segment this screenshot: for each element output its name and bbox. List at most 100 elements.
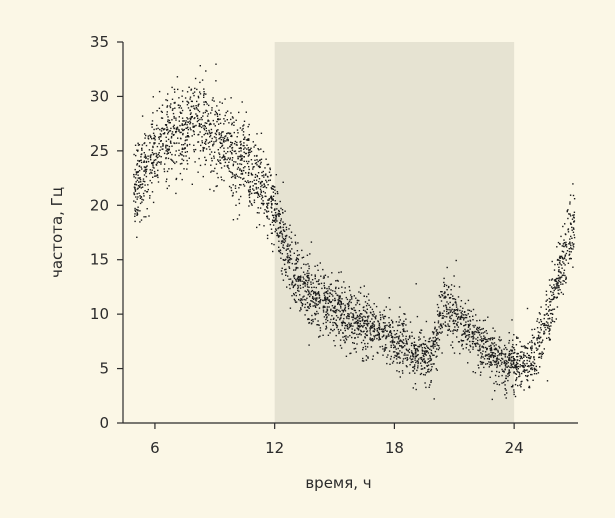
data-point xyxy=(319,327,322,329)
data-point xyxy=(257,160,259,163)
data-point xyxy=(145,157,147,159)
data-point xyxy=(202,147,205,150)
data-point xyxy=(372,355,374,357)
data-point xyxy=(248,181,250,184)
data-point xyxy=(152,176,154,178)
data-point xyxy=(528,360,531,362)
data-point xyxy=(225,135,227,137)
data-point xyxy=(240,147,242,149)
data-point xyxy=(249,151,251,154)
data-point xyxy=(501,351,503,353)
data-point xyxy=(462,314,465,316)
data-point xyxy=(181,148,183,150)
data-point xyxy=(166,148,168,150)
data-point xyxy=(294,234,296,236)
data-point xyxy=(299,280,301,282)
data-point xyxy=(538,337,540,340)
data-point xyxy=(187,102,190,104)
data-point xyxy=(204,163,206,166)
data-point xyxy=(514,351,516,354)
data-point xyxy=(283,263,286,266)
data-point xyxy=(530,363,532,365)
data-point xyxy=(393,356,395,359)
data-point xyxy=(323,305,325,307)
data-point xyxy=(428,371,430,373)
data-point xyxy=(536,349,538,351)
data-point xyxy=(282,211,284,214)
data-point xyxy=(465,330,467,332)
data-point xyxy=(553,297,555,299)
data-point xyxy=(371,358,374,360)
data-point xyxy=(231,135,233,138)
data-point xyxy=(515,336,518,338)
data-point xyxy=(538,344,541,347)
data-point xyxy=(312,296,314,298)
data-point xyxy=(448,325,451,328)
data-point xyxy=(519,375,521,377)
data-point xyxy=(386,330,388,332)
data-point xyxy=(525,375,527,377)
data-point xyxy=(510,362,512,364)
data-point xyxy=(144,142,146,144)
data-point xyxy=(304,303,307,306)
data-point xyxy=(272,199,274,201)
data-point xyxy=(425,350,428,352)
data-point xyxy=(360,325,363,327)
data-point xyxy=(453,285,456,287)
data-point xyxy=(167,93,169,95)
data-point xyxy=(174,162,176,165)
data-point xyxy=(345,296,347,299)
data-point xyxy=(170,103,172,105)
data-point xyxy=(145,166,147,168)
data-point xyxy=(397,336,399,338)
data-point xyxy=(373,313,375,315)
data-point xyxy=(260,158,263,160)
data-point xyxy=(430,359,432,361)
data-point xyxy=(486,348,488,351)
data-point xyxy=(266,211,268,213)
data-point xyxy=(234,177,237,179)
data-point xyxy=(178,130,180,132)
data-point xyxy=(244,180,246,182)
data-point xyxy=(369,338,371,341)
data-point xyxy=(233,150,235,153)
data-point xyxy=(362,331,364,333)
data-point xyxy=(492,327,494,329)
data-point xyxy=(192,92,194,95)
data-point xyxy=(547,306,550,308)
data-point xyxy=(238,150,240,153)
data-point xyxy=(240,163,243,166)
data-point xyxy=(517,355,519,358)
data-point xyxy=(143,174,146,176)
data-point xyxy=(311,286,313,289)
data-point xyxy=(455,304,458,306)
data-point xyxy=(209,153,211,156)
data-point xyxy=(545,329,547,331)
data-point xyxy=(239,141,241,143)
data-point xyxy=(334,307,336,309)
data-point xyxy=(202,149,204,151)
data-point xyxy=(276,208,278,210)
data-point xyxy=(420,345,422,347)
data-point xyxy=(293,277,296,280)
data-point xyxy=(573,214,575,216)
data-point xyxy=(299,284,301,287)
data-point xyxy=(218,153,221,156)
data-point xyxy=(552,291,554,294)
data-point xyxy=(307,289,309,291)
data-point xyxy=(185,136,187,138)
data-point xyxy=(490,351,492,353)
data-point xyxy=(157,161,159,163)
data-point xyxy=(571,226,573,229)
data-point xyxy=(344,287,346,289)
data-point xyxy=(179,172,182,175)
data-point xyxy=(209,136,211,138)
data-point xyxy=(267,184,269,186)
data-point xyxy=(293,292,295,295)
data-point xyxy=(534,370,536,372)
data-point xyxy=(138,165,140,168)
data-point xyxy=(349,334,351,337)
data-point xyxy=(448,285,450,288)
data-point xyxy=(134,144,137,146)
y-tick-label: 0 xyxy=(99,414,109,432)
